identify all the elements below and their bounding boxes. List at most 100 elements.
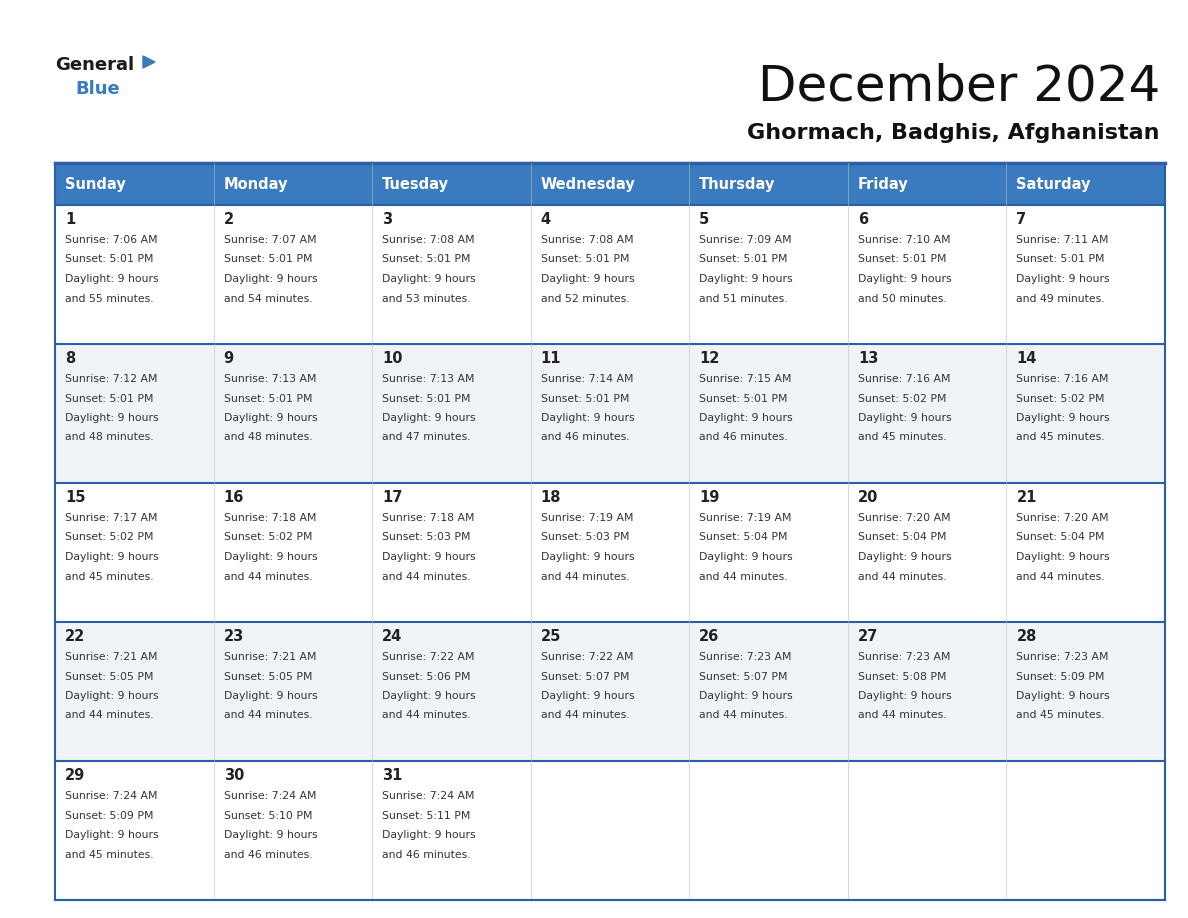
Text: Sunrise: 7:06 AM: Sunrise: 7:06 AM [65, 235, 158, 245]
Text: Sunset: 5:04 PM: Sunset: 5:04 PM [858, 532, 947, 543]
Text: Sunset: 5:01 PM: Sunset: 5:01 PM [383, 394, 470, 404]
Text: and 53 minutes.: and 53 minutes. [383, 294, 470, 304]
Bar [689, 163, 848, 205]
Text: Sunset: 5:07 PM: Sunset: 5:07 PM [700, 671, 788, 681]
Text: 15: 15 [65, 490, 86, 505]
Text: Daylight: 9 hours: Daylight: 9 hours [383, 274, 475, 284]
Text: Sunset: 5:09 PM: Sunset: 5:09 PM [65, 811, 153, 821]
Text: Sunset: 5:08 PM: Sunset: 5:08 PM [858, 671, 947, 681]
Text: December 2024: December 2024 [758, 63, 1159, 111]
Text: 3: 3 [383, 212, 392, 227]
Bar [848, 163, 1006, 205]
Text: 13: 13 [858, 351, 878, 366]
Text: 9: 9 [223, 351, 234, 366]
Text: and 54 minutes.: and 54 minutes. [223, 294, 312, 304]
Text: Daylight: 9 hours: Daylight: 9 hours [383, 552, 475, 562]
Text: Sunrise: 7:13 AM: Sunrise: 7:13 AM [383, 374, 475, 384]
Text: and 50 minutes.: and 50 minutes. [858, 294, 947, 304]
Text: Sunrise: 7:19 AM: Sunrise: 7:19 AM [541, 513, 633, 523]
Text: 31: 31 [383, 768, 403, 783]
Text: 17: 17 [383, 490, 403, 505]
Text: Sunset: 5:01 PM: Sunset: 5:01 PM [223, 254, 312, 264]
Text: Sunset: 5:01 PM: Sunset: 5:01 PM [541, 254, 630, 264]
Text: Daylight: 9 hours: Daylight: 9 hours [223, 413, 317, 423]
Text: Daylight: 9 hours: Daylight: 9 hours [223, 691, 317, 701]
Text: Sunset: 5:02 PM: Sunset: 5:02 PM [65, 532, 153, 543]
Bar [55, 205, 1165, 344]
Text: Sunrise: 7:13 AM: Sunrise: 7:13 AM [223, 374, 316, 384]
Text: 7: 7 [1017, 212, 1026, 227]
Text: Daylight: 9 hours: Daylight: 9 hours [541, 274, 634, 284]
Text: Daylight: 9 hours: Daylight: 9 hours [65, 413, 159, 423]
Bar [531, 163, 689, 205]
Text: Friday: Friday [858, 176, 909, 192]
Text: Daylight: 9 hours: Daylight: 9 hours [383, 413, 475, 423]
Text: Sunrise: 7:23 AM: Sunrise: 7:23 AM [700, 652, 791, 662]
Text: Sunrise: 7:24 AM: Sunrise: 7:24 AM [223, 791, 316, 801]
Text: 16: 16 [223, 490, 244, 505]
Text: 6: 6 [858, 212, 868, 227]
Text: Blue: Blue [75, 80, 120, 98]
Text: Daylight: 9 hours: Daylight: 9 hours [223, 830, 317, 840]
Text: Daylight: 9 hours: Daylight: 9 hours [1017, 274, 1110, 284]
Text: Sunrise: 7:21 AM: Sunrise: 7:21 AM [65, 652, 158, 662]
Text: Sunrise: 7:07 AM: Sunrise: 7:07 AM [223, 235, 316, 245]
Text: Daylight: 9 hours: Daylight: 9 hours [223, 552, 317, 562]
Text: Sunset: 5:11 PM: Sunset: 5:11 PM [383, 811, 470, 821]
Text: Sunrise: 7:17 AM: Sunrise: 7:17 AM [65, 513, 158, 523]
Bar [1006, 163, 1165, 205]
Text: and 44 minutes.: and 44 minutes. [65, 711, 153, 721]
Text: and 44 minutes.: and 44 minutes. [383, 711, 470, 721]
Text: Sunrise: 7:21 AM: Sunrise: 7:21 AM [223, 652, 316, 662]
Text: Sunset: 5:05 PM: Sunset: 5:05 PM [65, 671, 153, 681]
Text: and 45 minutes.: and 45 minutes. [65, 572, 153, 581]
Text: 30: 30 [223, 768, 244, 783]
Text: Sunrise: 7:08 AM: Sunrise: 7:08 AM [541, 235, 633, 245]
Text: Sunrise: 7:08 AM: Sunrise: 7:08 AM [383, 235, 475, 245]
Text: and 44 minutes.: and 44 minutes. [541, 711, 630, 721]
Text: and 44 minutes.: and 44 minutes. [541, 572, 630, 581]
Text: Sunrise: 7:23 AM: Sunrise: 7:23 AM [1017, 652, 1108, 662]
Text: Sunrise: 7:09 AM: Sunrise: 7:09 AM [700, 235, 792, 245]
Text: Sunrise: 7:19 AM: Sunrise: 7:19 AM [700, 513, 791, 523]
Text: 22: 22 [65, 629, 86, 644]
Text: and 46 minutes.: and 46 minutes. [541, 432, 630, 442]
Text: Sunset: 5:01 PM: Sunset: 5:01 PM [541, 394, 630, 404]
Text: and 45 minutes.: and 45 minutes. [1017, 711, 1105, 721]
Text: Sunset: 5:07 PM: Sunset: 5:07 PM [541, 671, 630, 681]
Text: Sunset: 5:03 PM: Sunset: 5:03 PM [541, 532, 630, 543]
Bar [55, 761, 1165, 900]
Text: Sunset: 5:01 PM: Sunset: 5:01 PM [700, 394, 788, 404]
Text: 5: 5 [700, 212, 709, 227]
Text: 2: 2 [223, 212, 234, 227]
Text: 29: 29 [65, 768, 86, 783]
Text: Daylight: 9 hours: Daylight: 9 hours [65, 830, 159, 840]
Text: and 46 minutes.: and 46 minutes. [383, 849, 470, 859]
Text: Sunset: 5:02 PM: Sunset: 5:02 PM [1017, 394, 1105, 404]
Text: 4: 4 [541, 212, 551, 227]
Text: and 44 minutes.: and 44 minutes. [383, 572, 470, 581]
Text: Daylight: 9 hours: Daylight: 9 hours [541, 552, 634, 562]
Text: and 45 minutes.: and 45 minutes. [65, 849, 153, 859]
Text: Sunrise: 7:18 AM: Sunrise: 7:18 AM [223, 513, 316, 523]
Text: Sunrise: 7:18 AM: Sunrise: 7:18 AM [383, 513, 475, 523]
Text: and 44 minutes.: and 44 minutes. [700, 572, 788, 581]
Bar [372, 163, 531, 205]
Text: Sunset: 5:04 PM: Sunset: 5:04 PM [1017, 532, 1105, 543]
Text: 25: 25 [541, 629, 561, 644]
Text: and 46 minutes.: and 46 minutes. [700, 432, 788, 442]
Text: and 46 minutes.: and 46 minutes. [223, 849, 312, 859]
Text: Sunrise: 7:20 AM: Sunrise: 7:20 AM [1017, 513, 1110, 523]
Text: Saturday: Saturday [1017, 176, 1091, 192]
Text: Wednesday: Wednesday [541, 176, 636, 192]
Text: Sunrise: 7:12 AM: Sunrise: 7:12 AM [65, 374, 158, 384]
Text: General: General [55, 56, 134, 74]
Text: 20: 20 [858, 490, 878, 505]
Bar [214, 163, 372, 205]
Text: Sunset: 5:01 PM: Sunset: 5:01 PM [65, 394, 153, 404]
Bar [55, 622, 1165, 761]
Text: and 49 minutes.: and 49 minutes. [1017, 294, 1105, 304]
Text: 14: 14 [1017, 351, 1037, 366]
Text: Daylight: 9 hours: Daylight: 9 hours [858, 691, 952, 701]
Text: 18: 18 [541, 490, 561, 505]
